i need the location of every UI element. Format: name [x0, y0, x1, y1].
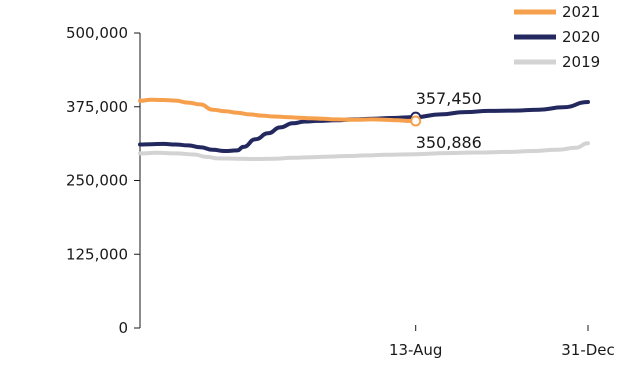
x-tick-label: 31-Dec: [561, 341, 615, 359]
annotation-label-2021: 350,886: [416, 133, 482, 152]
y-tick-label: 125,000: [66, 245, 128, 263]
axes-group: 0 125,000 250,000 375,000 500,000 13-Aug 31-De…: [66, 24, 615, 359]
plot-lines-group: [138, 97, 590, 161]
legend-label-2021: 2021: [562, 3, 600, 21]
markers-group: [410, 111, 422, 127]
legend-label-2020: 2020: [562, 28, 600, 46]
y-tick-label: 250,000: [66, 172, 128, 190]
series-line-2019: [138, 141, 590, 161]
series-line-2020: [138, 100, 590, 153]
y-tick-label: 375,000: [66, 98, 128, 116]
annotation-label-2020: 357,450: [416, 89, 482, 108]
marker-2021: [410, 115, 422, 127]
legend: 2021 2020 2019: [514, 3, 600, 71]
y-tick-label: 500,000: [66, 24, 128, 42]
y-tick-label: 0: [118, 319, 128, 337]
annotations-group: 357,450 350,886: [416, 89, 482, 152]
x-tick-label: 13-Aug: [389, 341, 442, 359]
legend-label-2019: 2019: [562, 53, 600, 71]
series-line-2021: [138, 97, 418, 123]
